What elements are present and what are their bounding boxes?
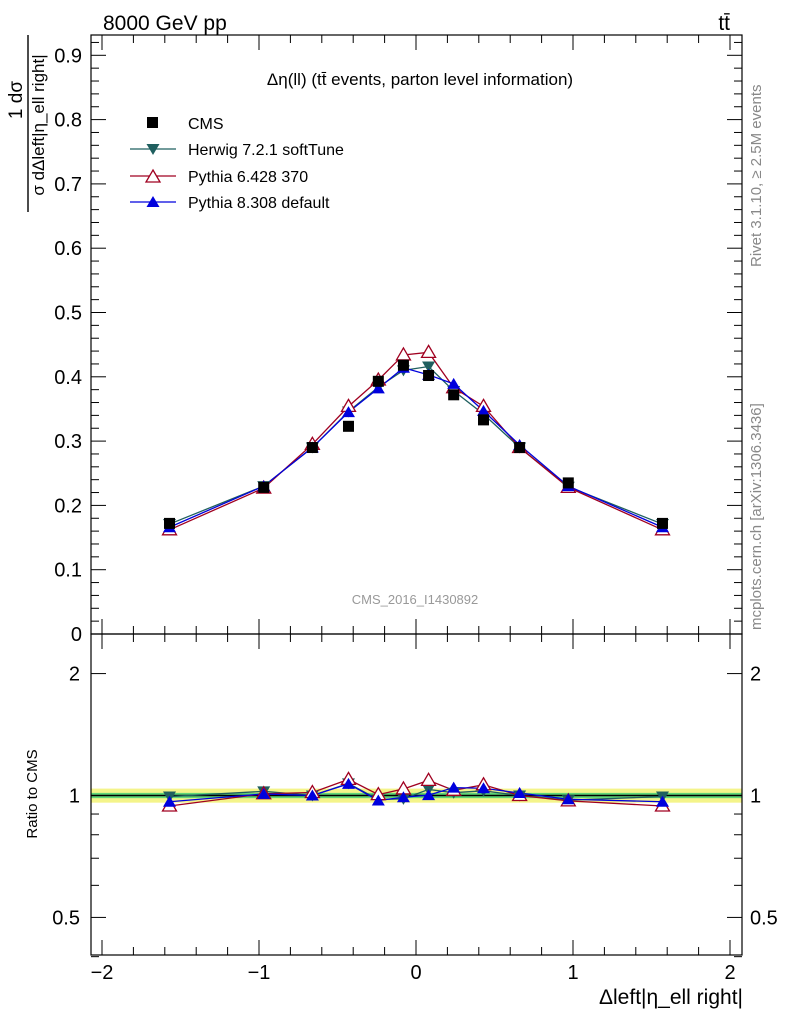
main-series-line-herwig-7-2-1-softtune <box>169 365 663 525</box>
main-series-line-pythia-8-308-default <box>169 367 663 528</box>
watermark: CMS_2016_I1430892 <box>352 592 479 607</box>
ratio-point-pythia-8-308-default <box>305 789 319 801</box>
main-point-cms <box>448 389 460 401</box>
ratio-point-pythia-8-308-default <box>447 781 461 793</box>
ratio-point-pythia-8-308-default <box>422 789 436 801</box>
main-y-tick-label: 0.6 <box>54 238 82 260</box>
ratio-point-pythia-8-308-default <box>561 793 575 805</box>
main-y-tick-label: 0.2 <box>54 495 82 517</box>
x-tick-label: 2 <box>724 962 735 984</box>
main-y-tick-label: 0 <box>71 624 82 646</box>
main-y-tick-label: 0.7 <box>54 174 82 196</box>
main-point-pythia-6-428-370 <box>420 344 437 359</box>
main-panel: 0 0.1 0.2 0.3 0.4 0.5 0.6 0.7 0.8 0.9 <box>54 34 743 646</box>
legend-label-cms: CMS <box>188 116 224 133</box>
main-point-cms <box>423 370 435 382</box>
x-axis-label: Δleft|η_ell right| <box>599 986 743 1009</box>
x-tick-label: 1 <box>567 962 578 984</box>
rivet-label: Rivet 3.1.10, ≥ 2.5M events <box>748 85 765 268</box>
legend-label-herwig: Herwig 7.2.1 softTune <box>188 142 344 159</box>
main-y-tick-label: 0.9 <box>54 45 82 67</box>
legend-label-pythia8: Pythia 8.308 default <box>188 195 330 212</box>
main-point-pythia-8-308-default <box>477 404 491 416</box>
chart-title: Δη(ll) (tt̄ events, parton level informa… <box>267 70 573 89</box>
legend: CMS Herwig 7.2.1 softTune Pythia 6.428 3… <box>130 116 344 212</box>
main-point-cms <box>397 359 409 371</box>
x-tick-label: −2 <box>91 962 114 984</box>
main-point-cms <box>258 481 270 493</box>
ratio-point-pythia-6-428-370 <box>420 772 437 786</box>
main-point-cms <box>514 442 526 454</box>
ratio-y-tick-label-left: 0.5 <box>52 907 80 929</box>
ratio-series-line-pythia-6-428-370 <box>169 778 663 807</box>
legend-item-cms: CMS <box>147 116 224 133</box>
main-y-tick-label: 0.4 <box>54 367 82 389</box>
ratio-y-tick-label-left: 2 <box>69 664 80 686</box>
ratio-point-pythia-8-308-default <box>341 777 355 789</box>
legend-label-pythia6: Pythia 6.428 370 <box>188 169 308 186</box>
legend-item-pythia8: Pythia 8.308 default <box>130 195 330 212</box>
ratio-point-pythia-8-308-default <box>163 795 177 807</box>
main-point-cms <box>306 442 318 454</box>
x-tick-label: −1 <box>248 962 271 984</box>
main-y-tick-label: 0.3 <box>54 431 82 453</box>
legend-marker-herwig <box>146 144 160 155</box>
y-label-top: 1 dσ <box>6 81 27 119</box>
ratio-point-pythia-8-308-default <box>513 787 527 799</box>
ratio-point-pythia-8-308-default <box>655 795 669 807</box>
main-y-tick-label: 0.5 <box>54 303 82 325</box>
main-point-pythia-8-308-default <box>341 406 355 418</box>
ratio-point-pythia-8-308-default <box>371 794 385 806</box>
main-point-cms <box>656 517 668 529</box>
main-series-line-pythia-6-428-370 <box>169 351 663 531</box>
ratio-point-pythia-8-308-default <box>257 787 271 799</box>
ratio-point-pythia-8-308-default <box>396 791 410 803</box>
ratio-y-tick-label-right: 2 <box>750 664 761 686</box>
main-point-herwig-7-2-1-softtune <box>422 361 436 373</box>
ratio-y-tick-label-right: 1 <box>750 786 761 808</box>
process-label: tt̄ <box>718 12 730 35</box>
legend-item-herwig: Herwig 7.2.1 softTune <box>130 142 344 159</box>
y-label-bottom: σ dΔleft|η_ell right| <box>29 54 48 195</box>
main-point-pythia-8-308-default <box>371 382 385 394</box>
energy-label: 8000 GeV pp <box>103 12 227 35</box>
main-point-cms <box>372 375 384 387</box>
y-axis-label-main: 1 dσ σ dΔleft|η_ell right| <box>6 35 48 212</box>
legend-marker-cms <box>147 117 158 128</box>
y-axis-label-ratio: Ratio to CMS <box>24 749 41 838</box>
main-point-pythia-8-308-default <box>447 377 461 389</box>
main-point-cms <box>342 420 354 432</box>
mcplots-label: mcplots.cern.ch [arXiv:1306.3436] <box>748 403 765 630</box>
main-point-cms <box>562 477 574 489</box>
main-point-cms <box>478 414 490 426</box>
main-y-tick-label: 0.8 <box>54 110 82 132</box>
ratio-series-line-pythia-8-308-default <box>169 783 663 803</box>
ratio-panel: −2 −1 0 1 2 0.5 0.5 1 1 2 2 <box>52 633 778 984</box>
ratio-point-pythia-8-308-default <box>477 782 491 794</box>
ratio-y-tick-label-right: 0.5 <box>750 907 778 929</box>
ratio-y-tick-label-left: 1 <box>69 786 80 808</box>
legend-marker-pythia8 <box>146 196 160 207</box>
legend-marker-pythia6 <box>144 168 162 183</box>
x-tick-label: 0 <box>410 962 421 984</box>
main-y-tick-label: 0.1 <box>54 560 82 582</box>
main-point-cms <box>164 517 176 529</box>
legend-item-pythia6: Pythia 6.428 370 <box>130 168 308 186</box>
